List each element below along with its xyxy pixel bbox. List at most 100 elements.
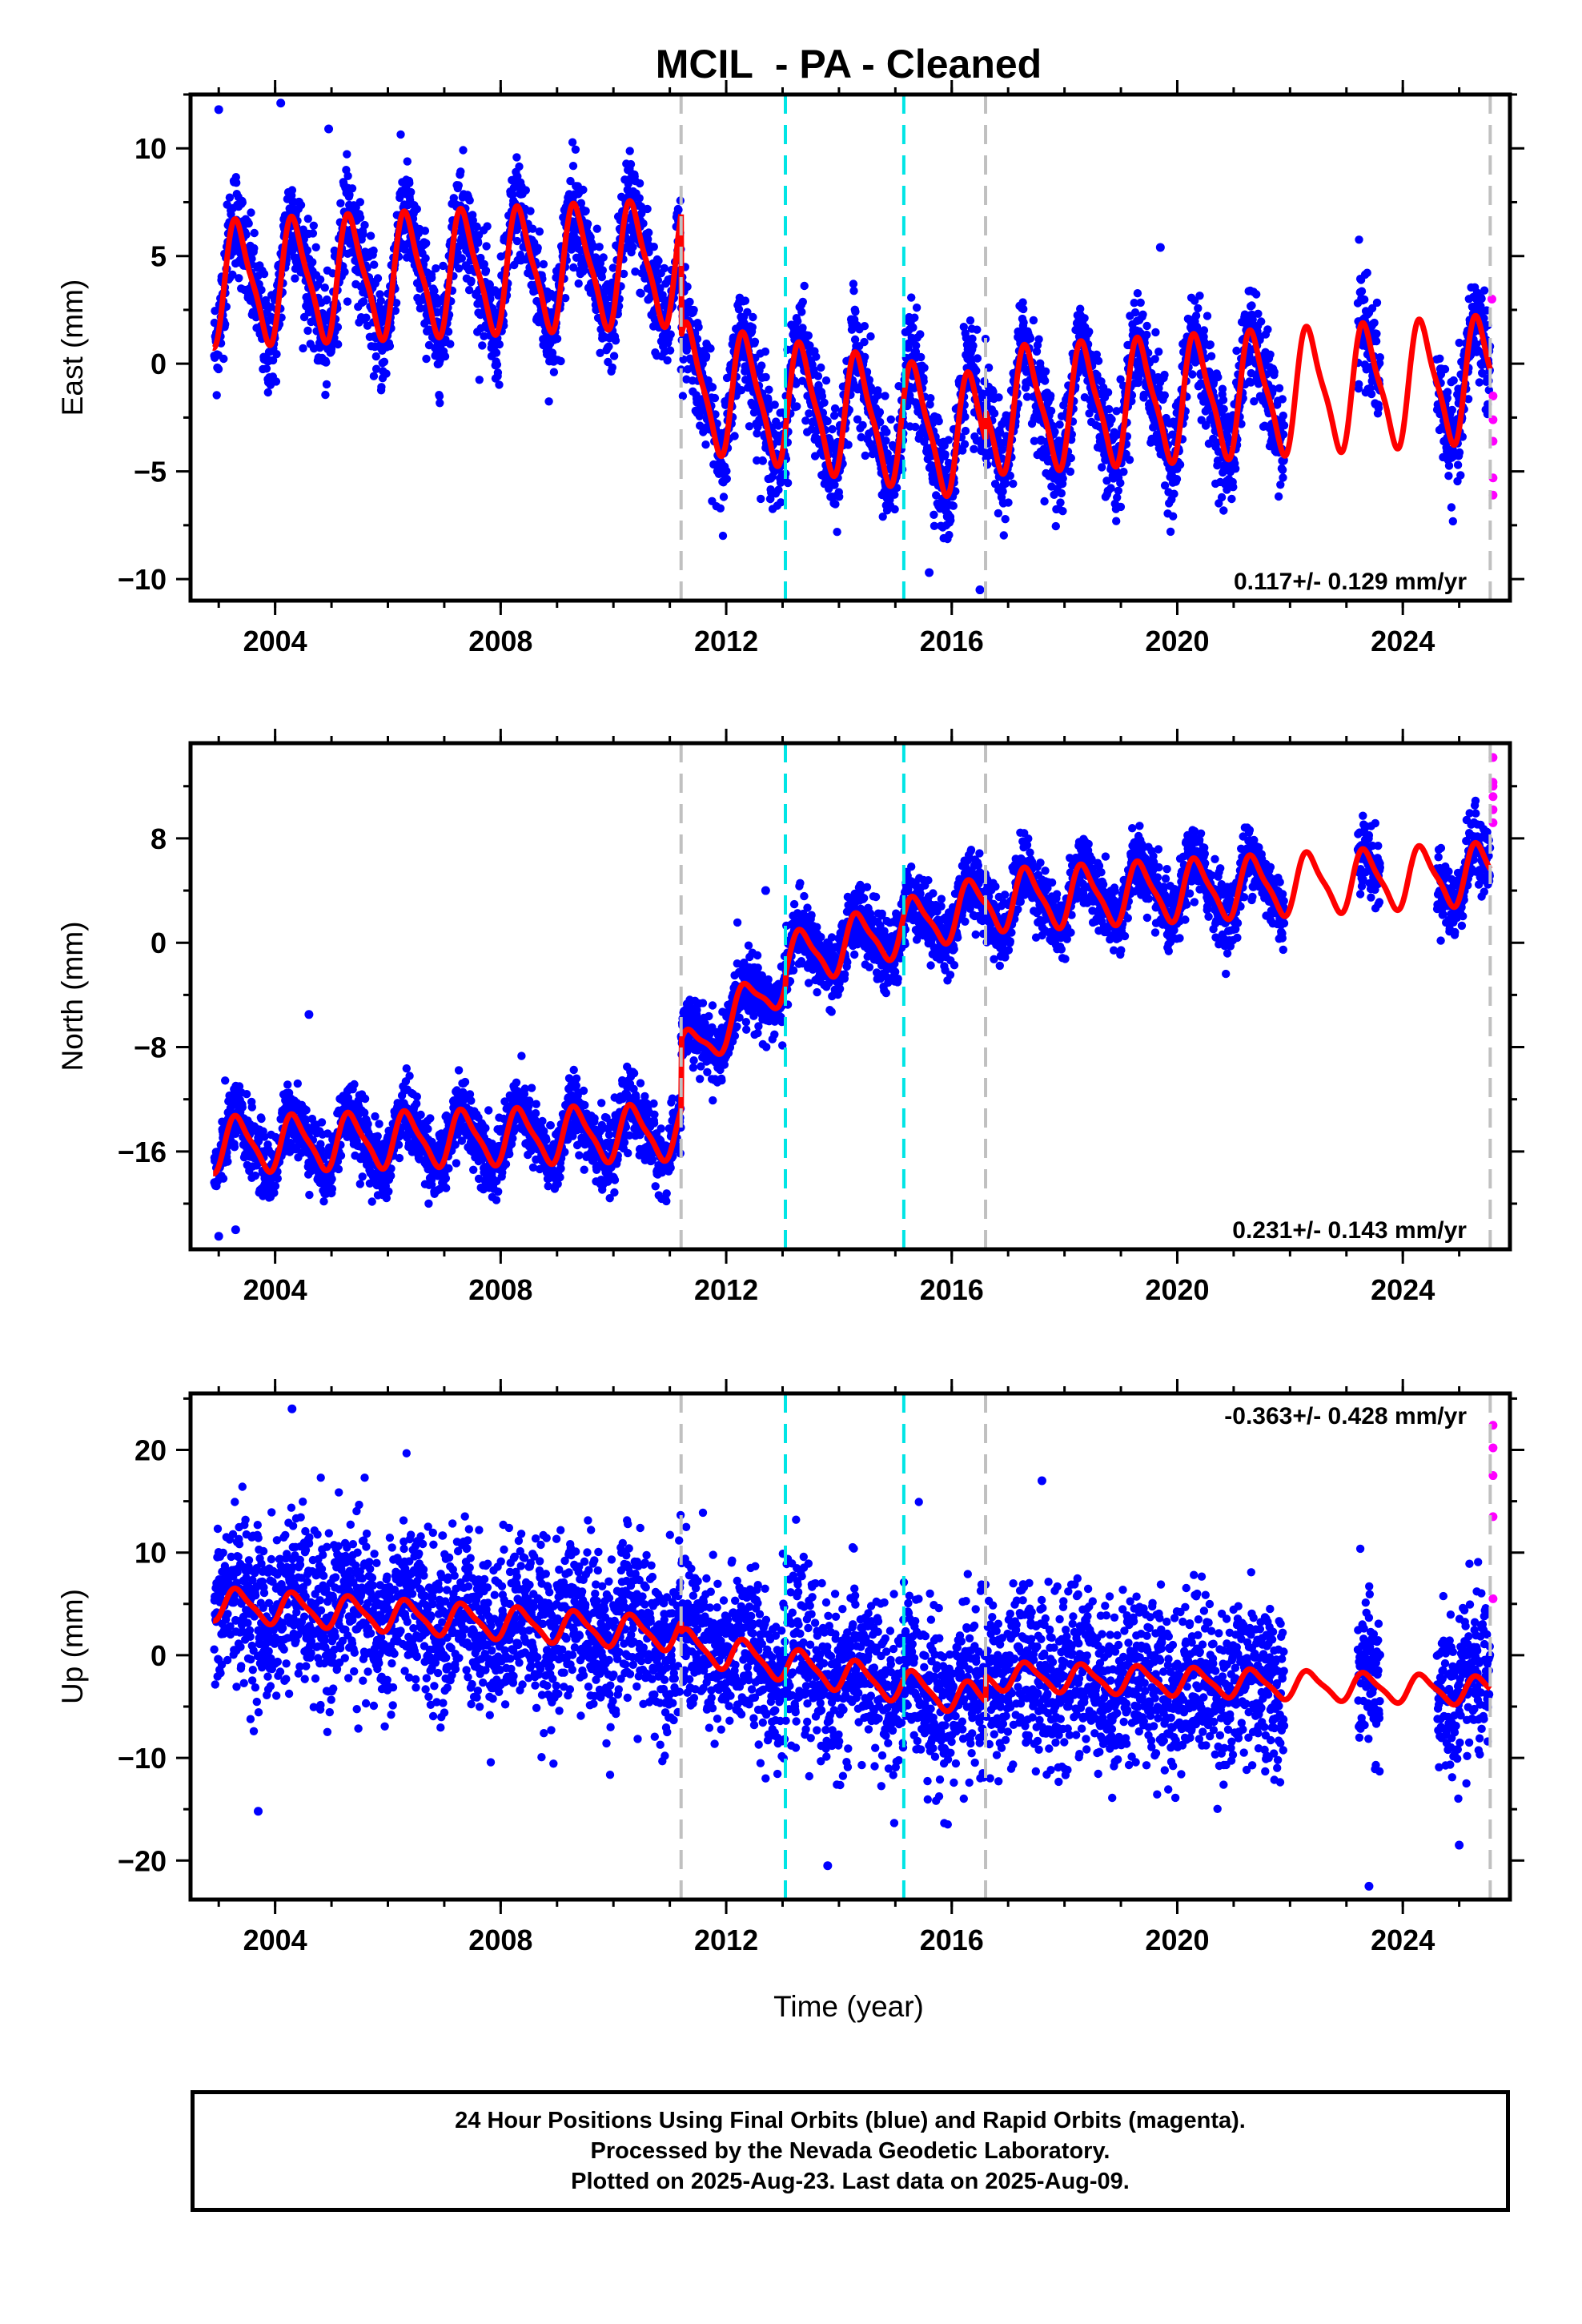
data-point	[716, 504, 725, 513]
outlier-point	[276, 99, 286, 108]
data-point	[1076, 304, 1085, 313]
data-point	[883, 449, 892, 458]
data-point	[405, 179, 414, 187]
data-point	[1219, 506, 1228, 515]
data-point	[1030, 436, 1039, 445]
data-point	[639, 219, 648, 228]
data-point	[926, 400, 934, 409]
x-tick-label: 2020	[1145, 625, 1209, 657]
data-point	[373, 274, 383, 283]
data-point	[581, 207, 590, 215]
data-point	[412, 204, 421, 214]
data-point	[833, 528, 841, 537]
data-point	[535, 227, 544, 236]
data-point	[1041, 367, 1050, 376]
data-point	[1278, 465, 1287, 474]
data-point	[422, 239, 431, 247]
data-point	[737, 386, 746, 395]
data-point	[830, 404, 840, 413]
data-point	[860, 322, 869, 331]
x-tick-label: 2016	[920, 625, 984, 657]
data-point	[1175, 460, 1185, 469]
data-point	[355, 198, 364, 207]
data-point	[805, 341, 814, 350]
data-point	[1480, 286, 1489, 295]
data-point	[1113, 493, 1122, 502]
data-point	[459, 146, 468, 155]
data-point	[422, 354, 431, 364]
data-point	[435, 392, 444, 400]
data-point	[941, 450, 950, 459]
data-point	[932, 491, 941, 500]
data-point	[850, 335, 860, 344]
data-point	[228, 270, 237, 279]
data-point	[970, 444, 978, 453]
data-point	[457, 254, 467, 263]
data-point	[1372, 329, 1381, 338]
data-point	[347, 184, 357, 193]
data-point	[1279, 421, 1289, 430]
data-point	[1231, 464, 1240, 473]
y-tick-label: 0	[151, 348, 167, 380]
data-point	[1034, 335, 1043, 344]
data-point	[1092, 350, 1102, 359]
data-point	[1107, 415, 1116, 424]
data-point	[495, 380, 504, 389]
data-point	[1080, 314, 1089, 323]
data-point	[432, 264, 440, 273]
data-point	[472, 222, 481, 231]
data-point	[865, 376, 874, 384]
data-point	[853, 415, 862, 424]
data-point	[994, 393, 1003, 402]
data-point	[262, 364, 271, 373]
data-point	[212, 391, 221, 400]
data-point	[308, 258, 317, 267]
data-point	[449, 194, 458, 203]
data-point	[376, 296, 385, 305]
data-point	[643, 204, 652, 214]
data-point	[533, 243, 542, 252]
data-point	[573, 239, 583, 247]
data-point	[230, 1143, 239, 1152]
data-point	[1203, 312, 1212, 320]
data-point	[371, 364, 381, 373]
data-point	[619, 269, 628, 279]
data-point	[1136, 298, 1145, 308]
data-point	[512, 236, 522, 246]
data-point	[907, 293, 916, 302]
data-point	[571, 145, 580, 154]
data-point	[1058, 507, 1067, 516]
data-point	[512, 153, 521, 162]
data-point	[1374, 404, 1383, 412]
data-point	[793, 402, 801, 411]
data-point	[263, 388, 272, 397]
data-point	[917, 352, 926, 362]
data-point	[969, 341, 978, 350]
data-point	[251, 1171, 260, 1180]
data-point	[436, 399, 444, 408]
data-point	[1214, 372, 1223, 382]
data-point	[1263, 325, 1272, 334]
data-point	[1113, 430, 1122, 439]
data-point	[1456, 471, 1465, 480]
data-point	[1254, 309, 1263, 318]
data-point	[225, 193, 235, 202]
data-point	[485, 280, 494, 289]
data-point	[998, 445, 1007, 454]
data-point	[257, 285, 266, 295]
data-point	[576, 199, 586, 207]
data-point	[743, 308, 752, 316]
data-point	[544, 397, 553, 406]
data-point	[734, 305, 744, 314]
data-point	[674, 205, 683, 215]
data-point	[1217, 493, 1227, 502]
data-point	[761, 347, 770, 356]
data-point	[609, 352, 619, 360]
data-point	[1279, 411, 1288, 420]
y-tick-label: 10	[135, 132, 167, 165]
data-point	[990, 409, 999, 418]
data-point	[403, 157, 412, 166]
data-point	[820, 398, 829, 407]
data-point	[926, 394, 935, 403]
data-point	[1477, 294, 1486, 304]
